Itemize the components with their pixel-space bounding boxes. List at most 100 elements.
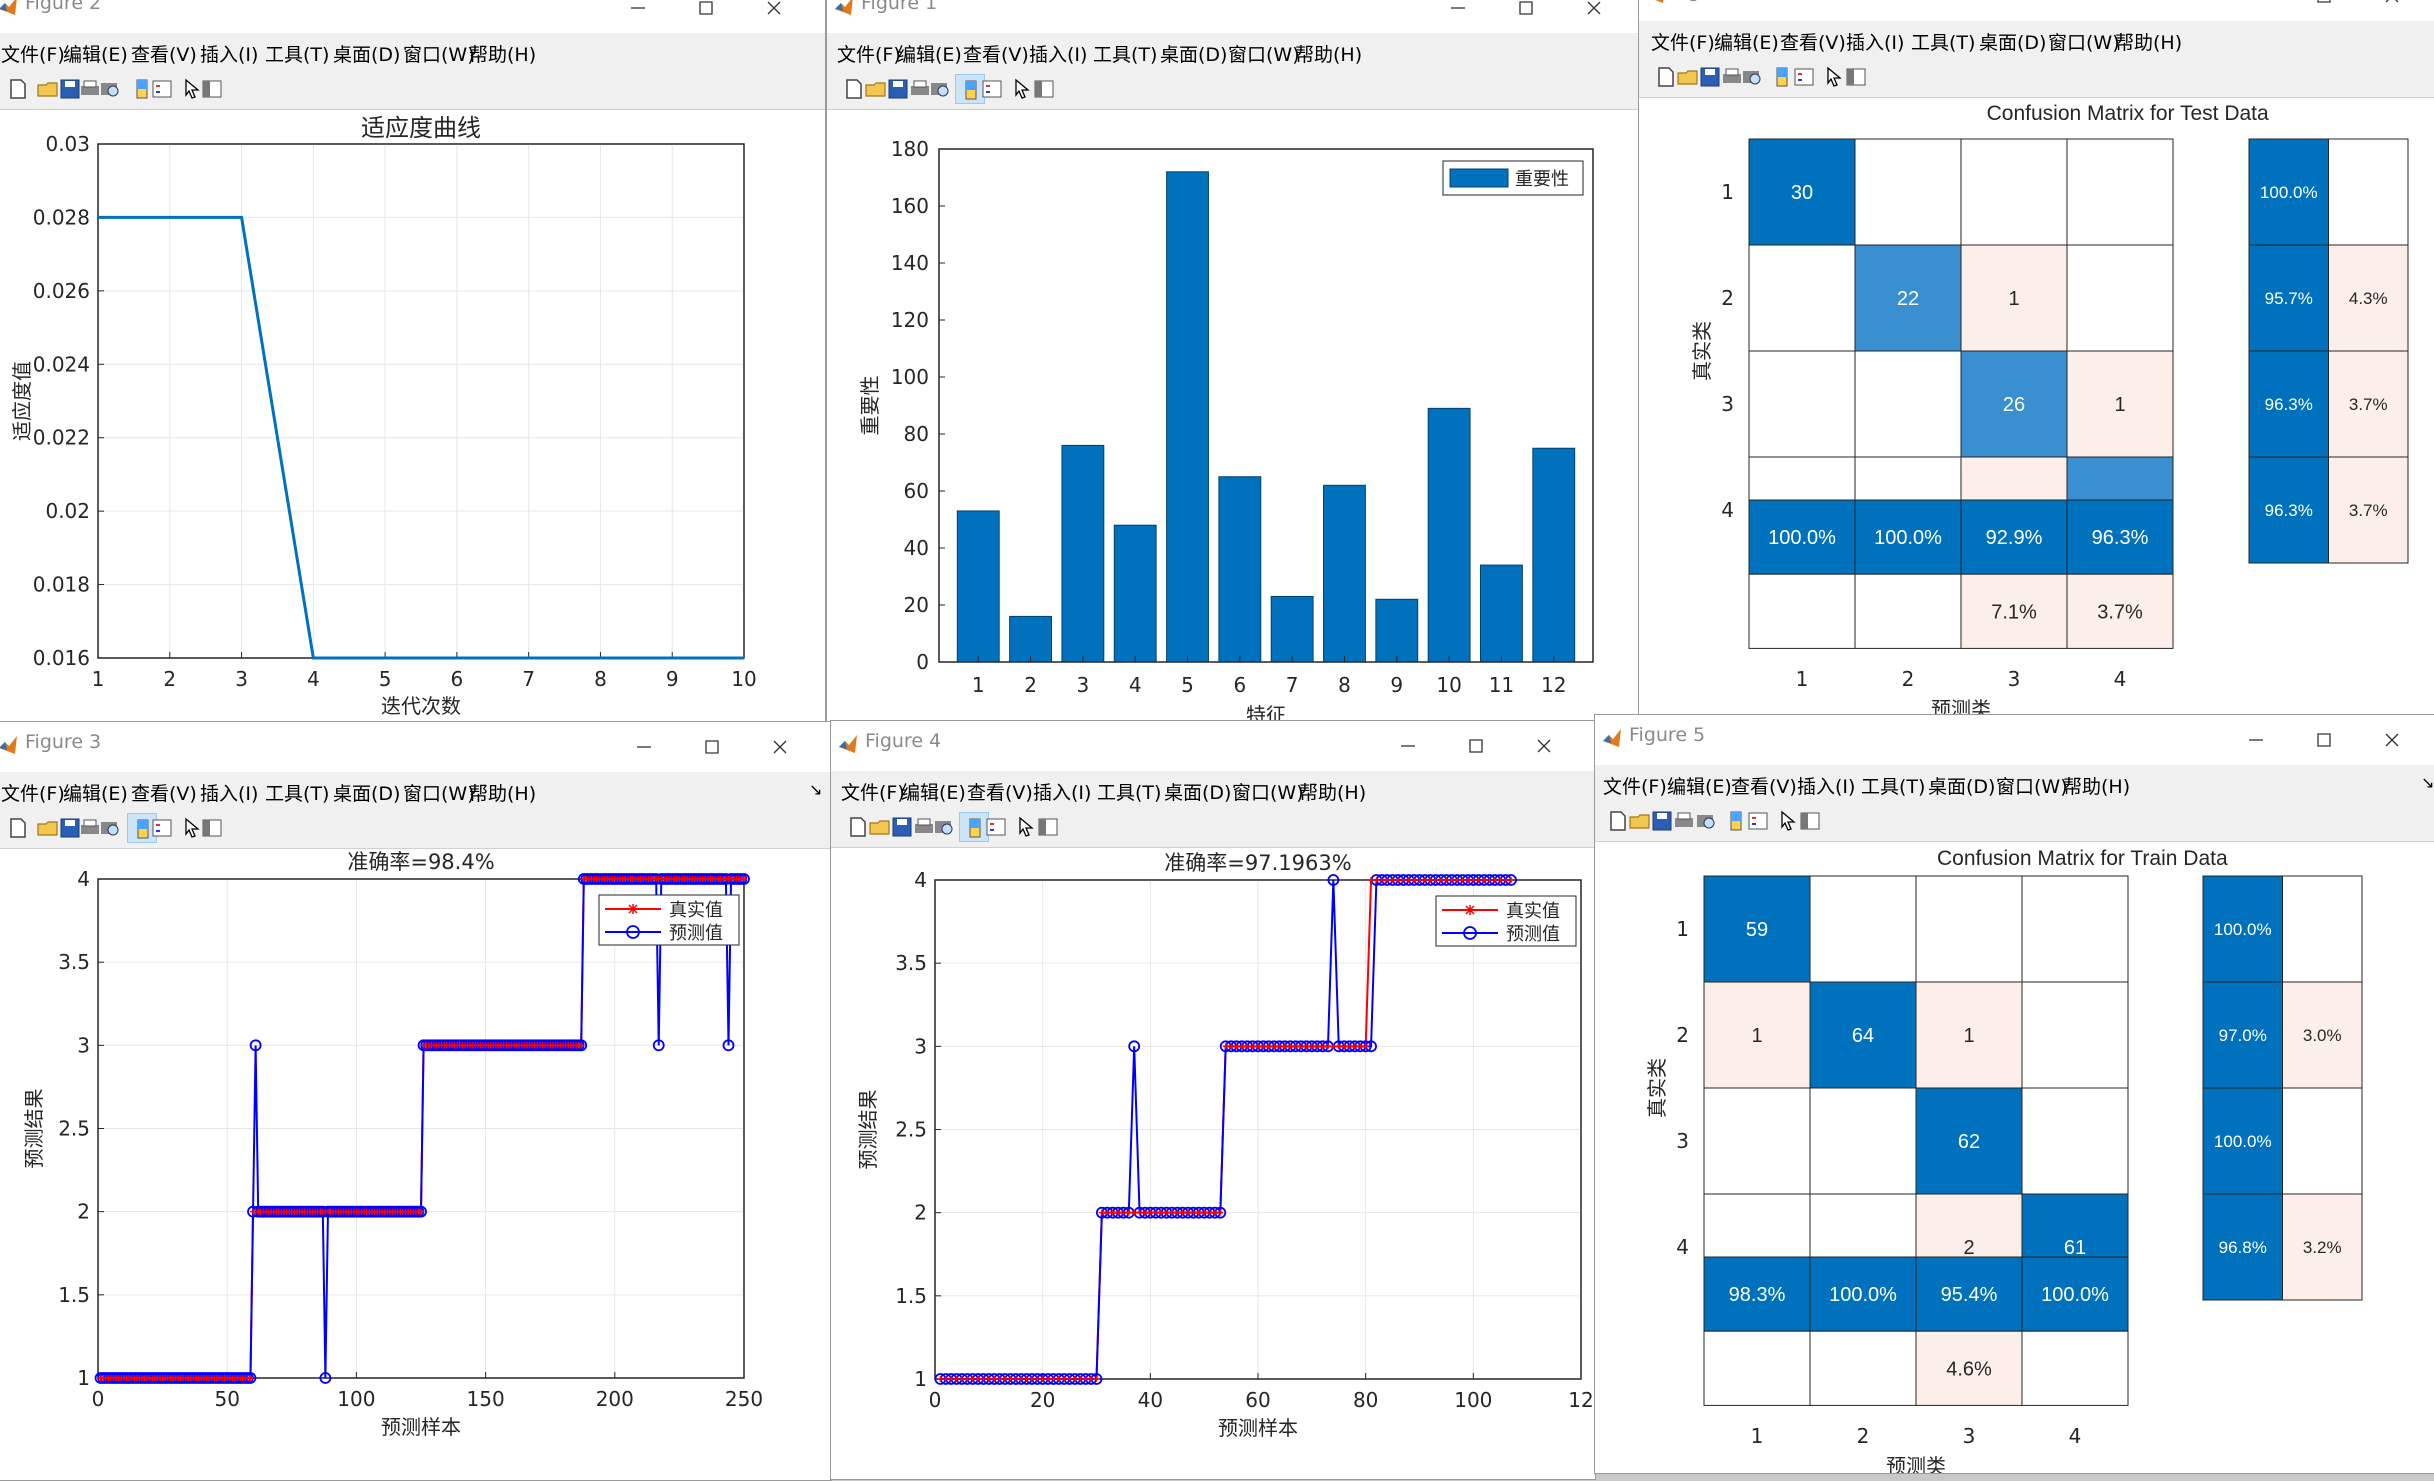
legend-button[interactable] xyxy=(977,74,1007,104)
open-folder-button[interactable] xyxy=(865,812,895,842)
menu-item-6[interactable]: 桌面(D) xyxy=(1928,776,1996,798)
menu-item-1[interactable]: 文件(F) xyxy=(1,44,65,66)
menu-item-4[interactable]: 插入(I) xyxy=(1033,782,1092,804)
print-preview-button[interactable] xyxy=(95,74,125,104)
print-button[interactable] xyxy=(75,74,105,104)
menu-item-7[interactable]: 窗口(W) xyxy=(1996,776,2068,798)
colorbar-button[interactable] xyxy=(1767,62,1797,92)
menu-item-3[interactable]: 查看(V) xyxy=(1731,776,1797,798)
menu-item-7[interactable]: 窗口(W) xyxy=(403,783,475,805)
menu-item-8[interactable]: 帮助(H) xyxy=(469,783,537,805)
menu-item-6[interactable]: 桌面(D) xyxy=(1164,782,1232,804)
menu-item-1[interactable]: 文件(F) xyxy=(837,44,901,66)
menu-item-3[interactable]: 查看(V) xyxy=(131,44,197,66)
menu-item-1[interactable]: 文件(F) xyxy=(1651,32,1715,54)
colorbar-button[interactable] xyxy=(127,813,157,843)
open-folder-button[interactable] xyxy=(33,74,63,104)
pointer-button[interactable] xyxy=(177,813,207,843)
menu-item-1[interactable]: 文件(F) xyxy=(841,782,905,804)
new-file-button[interactable] xyxy=(3,74,33,104)
minimize-button[interactable] xyxy=(1421,0,1489,29)
print-button[interactable] xyxy=(75,813,105,843)
open-folder-button[interactable] xyxy=(33,813,63,843)
colorbar-button[interactable] xyxy=(1721,806,1751,836)
pointer-button[interactable] xyxy=(1011,812,1041,842)
title-bar[interactable]: Figure 5 xyxy=(1595,715,2434,765)
menu-item-3[interactable]: 查看(V) xyxy=(963,44,1029,66)
print-button[interactable] xyxy=(905,74,935,104)
minimize-button[interactable] xyxy=(2219,715,2287,761)
menu-item-5[interactable]: 工具(T) xyxy=(1097,782,1162,804)
legend-button[interactable] xyxy=(147,74,177,104)
menu-item-5[interactable]: 工具(T) xyxy=(1911,32,1976,54)
menu-item-2[interactable]: 编辑(E) xyxy=(1714,32,1779,54)
menu-item-8[interactable]: 帮助(H) xyxy=(469,44,537,66)
close-button[interactable] xyxy=(1507,721,1575,767)
minimize-button[interactable] xyxy=(1371,721,1439,767)
menu-item-8[interactable]: 帮助(H) xyxy=(1295,44,1363,66)
save-button[interactable] xyxy=(883,74,913,104)
colorbar-button[interactable] xyxy=(959,812,989,842)
minimize-button[interactable] xyxy=(601,0,669,29)
close-button[interactable] xyxy=(1557,0,1625,29)
menu-item-5[interactable]: 工具(T) xyxy=(1093,44,1158,66)
menu-item-5[interactable]: 工具(T) xyxy=(1861,776,1926,798)
menu-item-1[interactable]: 文件(F) xyxy=(1,783,65,805)
print-button[interactable] xyxy=(909,812,939,842)
print-preview-button[interactable] xyxy=(1737,62,1767,92)
menu-item-7[interactable]: 窗口(W) xyxy=(1232,782,1304,804)
new-file-button[interactable] xyxy=(843,812,873,842)
title-bar[interactable]: Figure 3 xyxy=(0,722,831,772)
pointer-button[interactable] xyxy=(1819,62,1849,92)
print-preview-button[interactable] xyxy=(95,813,125,843)
dock-arrow-icon[interactable]: ↘ xyxy=(2421,773,2434,792)
new-file-button[interactable] xyxy=(1603,806,1633,836)
close-button[interactable] xyxy=(2355,715,2423,761)
title-bar[interactable]: Figure 1 xyxy=(827,0,1645,33)
close-button[interactable] xyxy=(737,0,805,29)
open-folder-button[interactable] xyxy=(1673,62,1703,92)
menu-item-8[interactable]: 帮助(H) xyxy=(2115,32,2183,54)
menu-item-7[interactable]: 窗口(W) xyxy=(2048,32,2120,54)
menu-item-2[interactable]: 编辑(E) xyxy=(63,783,128,805)
title-bar[interactable]: Figure 4 xyxy=(831,721,1595,771)
dock-arrow-icon[interactable]: ↘ xyxy=(809,780,823,799)
pointer-button[interactable] xyxy=(177,74,207,104)
property-editor-button[interactable] xyxy=(1033,812,1063,842)
property-editor-button[interactable] xyxy=(197,74,227,104)
property-editor-button[interactable] xyxy=(1841,62,1871,92)
menu-item-1[interactable]: 文件(F) xyxy=(1603,776,1667,798)
menu-item-8[interactable]: 帮助(H) xyxy=(1299,782,1367,804)
minimize-button[interactable] xyxy=(2219,0,2287,17)
maximize-button[interactable] xyxy=(2287,0,2355,17)
menu-item-4[interactable]: 插入(I) xyxy=(1029,44,1088,66)
save-button[interactable] xyxy=(55,74,85,104)
save-button[interactable] xyxy=(887,812,917,842)
menu-item-2[interactable]: 编辑(E) xyxy=(897,44,962,66)
menu-item-4[interactable]: 插入(I) xyxy=(1797,776,1856,798)
maximize-button[interactable] xyxy=(2287,715,2355,761)
menu-item-8[interactable]: 帮助(H) xyxy=(2063,776,2131,798)
menu-item-4[interactable]: 插入(I) xyxy=(200,783,259,805)
colorbar-button[interactable] xyxy=(127,74,157,104)
property-editor-button[interactable] xyxy=(197,813,227,843)
maximize-button[interactable] xyxy=(669,0,737,29)
menu-item-3[interactable]: 查看(V) xyxy=(967,782,1033,804)
menu-item-4[interactable]: 插入(I) xyxy=(200,44,259,66)
maximize-button[interactable] xyxy=(675,722,743,768)
new-file-button[interactable] xyxy=(3,813,33,843)
save-button[interactable] xyxy=(55,813,85,843)
close-button[interactable] xyxy=(743,722,811,768)
maximize-button[interactable] xyxy=(1489,0,1557,29)
pointer-button[interactable] xyxy=(1007,74,1037,104)
print-button[interactable] xyxy=(1669,806,1699,836)
print-preview-button[interactable] xyxy=(925,74,955,104)
menu-item-6[interactable]: 桌面(D) xyxy=(333,783,401,805)
menu-item-2[interactable]: 编辑(E) xyxy=(1667,776,1732,798)
new-file-button[interactable] xyxy=(839,74,869,104)
save-button[interactable] xyxy=(1695,62,1725,92)
property-editor-button[interactable] xyxy=(1795,806,1825,836)
new-file-button[interactable] xyxy=(1651,62,1681,92)
